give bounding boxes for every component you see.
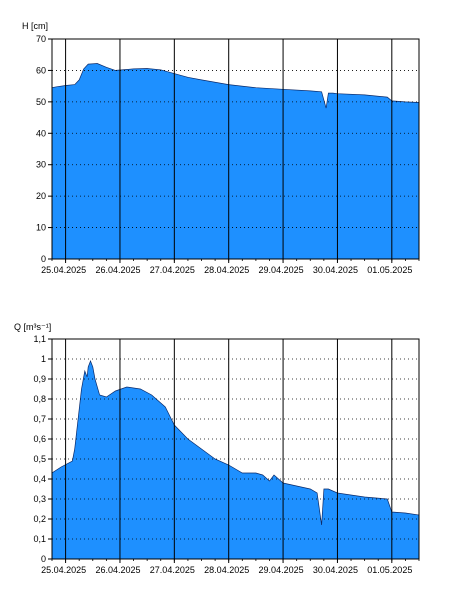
x-tick-label: 30.04.2025 (313, 565, 358, 575)
discharge-chart: Q [m³s⁻¹] 0 0,1 0,2 0,3 0,4 0,5 0,6 0,7 0,8 0,9 1 1… (14, 322, 420, 575)
y-tick-label: 0 (41, 554, 46, 564)
y-tick-label: 0,4 (33, 474, 46, 484)
x-tick-label: 28.04.2025 (204, 565, 249, 575)
y-tick-label: 1 (41, 354, 46, 364)
x-tick-label: 29.04.2025 (259, 565, 304, 575)
x-tick-label: 30.04.2025 (313, 265, 358, 275)
discharge-axis-label: Q [m³s⁻¹] (14, 322, 51, 332)
y-tick-label: 1,1 (33, 334, 46, 344)
y-tick-label: 0,1 (33, 534, 46, 544)
x-tick-label: 25.04.2025 (41, 565, 86, 575)
x-tick-label: 25.04.2025 (41, 265, 86, 275)
y-tick-label: 40 (36, 128, 46, 138)
x-tick-label: 01.05.2025 (367, 565, 412, 575)
x-tick-label: 01.05.2025 (367, 265, 412, 275)
y-tick-label: 0,2 (33, 514, 46, 524)
x-tick-label: 26.04.2025 (95, 265, 140, 275)
y-tick-label: 0,5 (33, 454, 46, 464)
water-level-axis-label: H [cm] (22, 21, 48, 31)
y-tick-label: 0,7 (33, 414, 46, 424)
x-tick-label: 28.04.2025 (204, 265, 249, 275)
plot-frame (51, 338, 420, 560)
y-tick-label: 10 (36, 223, 46, 233)
y-tick-label: 0,8 (33, 394, 46, 404)
y-tick-label: 20 (36, 191, 46, 201)
area-series (51, 63, 420, 260)
x-tick-label: 27.04.2025 (150, 565, 195, 575)
y-tick-label: 0,3 (33, 494, 46, 504)
x-tick-label: 27.04.2025 (150, 265, 195, 275)
y-tick-label: 0 (41, 254, 46, 264)
y-tick-label: 0,6 (33, 434, 46, 444)
plot-frame (51, 38, 420, 260)
y-tick-label: 70 (36, 34, 46, 44)
y-tick-label: 60 (36, 65, 46, 75)
x-tick-label: 29.04.2025 (259, 265, 304, 275)
water-level-chart: H [cm] 0 10 20 30 40 50 60 70 25.04.2025 26.04.20… (22, 21, 420, 275)
y-tick-label: 50 (36, 97, 46, 107)
y-tick-label: 30 (36, 160, 46, 170)
y-tick-label: 0,9 (33, 374, 46, 384)
x-tick-label: 26.04.2025 (95, 565, 140, 575)
